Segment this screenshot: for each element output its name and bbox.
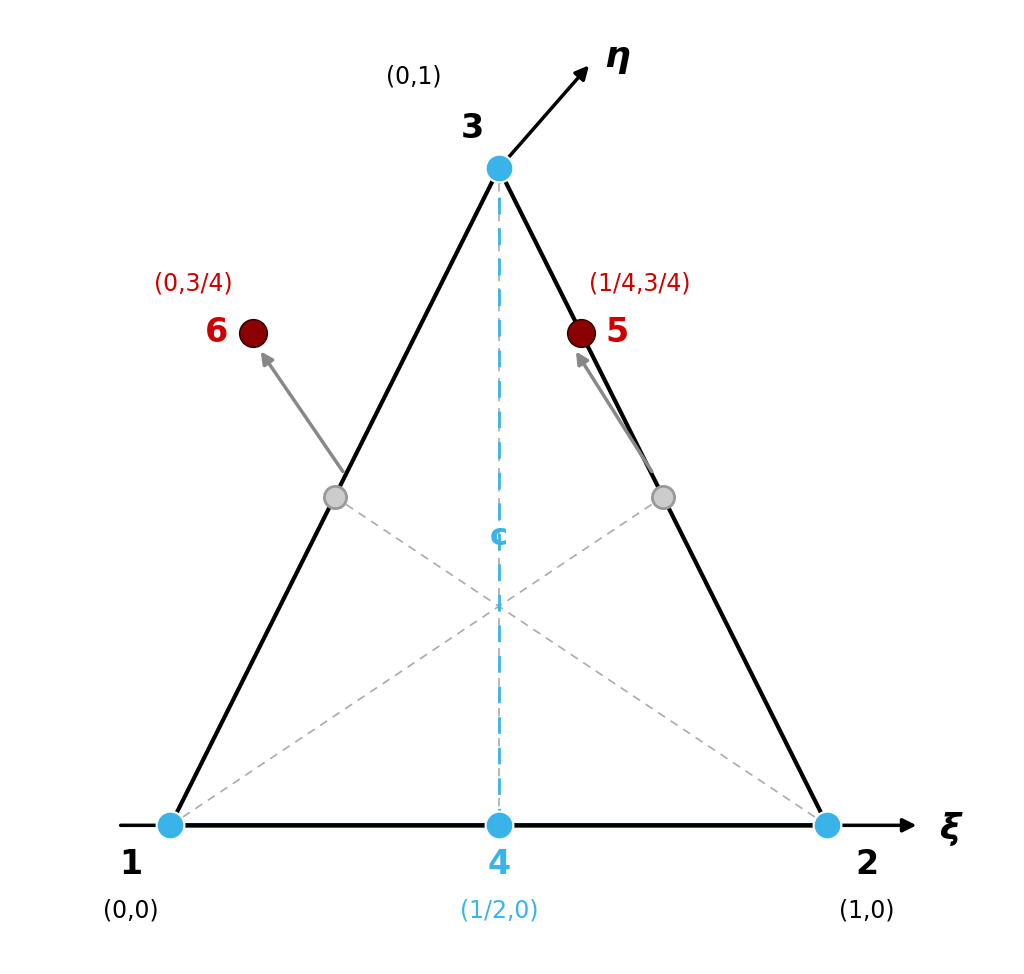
- Text: c: c: [489, 522, 508, 550]
- Text: (0,0): (0,0): [103, 899, 159, 922]
- Text: 6: 6: [205, 317, 228, 349]
- Text: 5: 5: [605, 317, 629, 349]
- Text: (1,0): (1,0): [839, 899, 895, 922]
- Text: (1/2,0): (1/2,0): [460, 899, 538, 922]
- Text: (0,3/4): (0,3/4): [154, 272, 232, 295]
- Text: η: η: [604, 40, 630, 74]
- Text: 3: 3: [461, 112, 484, 145]
- Text: 4: 4: [487, 848, 510, 881]
- Text: 1: 1: [120, 848, 142, 881]
- Text: (1/4,3/4): (1/4,3/4): [590, 272, 691, 295]
- Text: ξ: ξ: [939, 811, 961, 845]
- Text: 2: 2: [855, 848, 879, 881]
- Text: (0,1): (0,1): [386, 64, 441, 89]
